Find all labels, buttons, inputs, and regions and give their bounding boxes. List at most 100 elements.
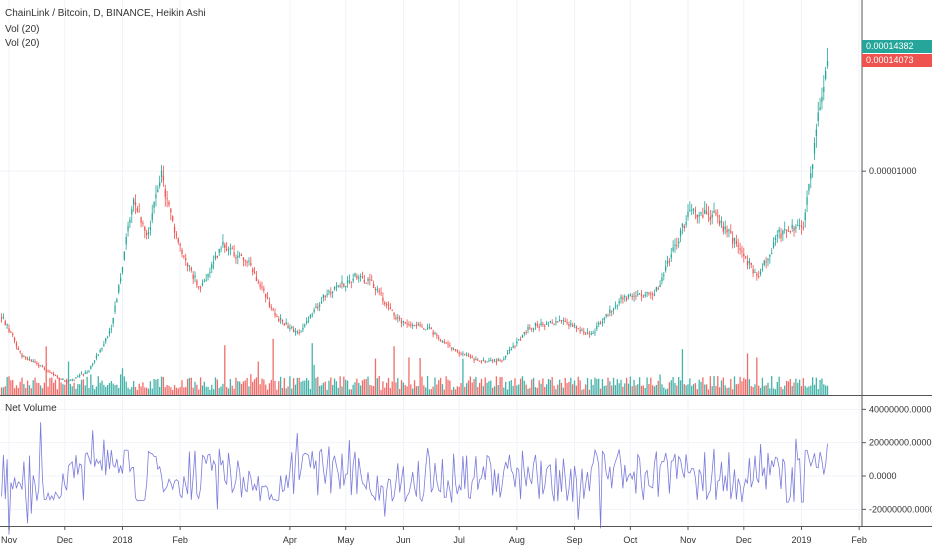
candle-body: [629, 294, 631, 296]
volume-bar: [67, 361, 70, 395]
candle-body: [159, 182, 161, 187]
volume-bar: [164, 387, 166, 395]
candle-body: [823, 87, 825, 93]
volume-bar: [138, 383, 140, 395]
candle-body: [769, 254, 771, 257]
candle-body: [361, 276, 364, 278]
volume-bar: [307, 380, 310, 395]
volume-bar: [501, 377, 503, 395]
candle-body: [722, 226, 724, 232]
candle-body: [292, 329, 295, 333]
candle-body: [633, 295, 635, 297]
volume-bar: [518, 384, 520, 395]
candle-body: [153, 202, 155, 208]
candle-body: [41, 366, 44, 368]
candle-body: [540, 322, 542, 326]
candle-body: [209, 272, 211, 274]
candle-body: [819, 107, 821, 110]
volume-bar: [423, 385, 425, 395]
candle-body: [350, 281, 352, 283]
candle-body: [248, 260, 250, 262]
volume-bar: [663, 387, 665, 395]
volume-bar: [23, 384, 25, 395]
volume-bar: [458, 386, 460, 395]
symbol-title: ChainLink / Bitcoin, D, BINANCE, Heikin …: [5, 8, 206, 19]
volume-bar: [531, 379, 533, 395]
candle-body: [514, 345, 516, 347]
candle-body: [19, 350, 21, 352]
candle-body: [778, 229, 780, 233]
volume-bar: [209, 389, 211, 395]
candle-body: [216, 256, 219, 258]
candle-body: [15, 343, 18, 347]
time-axis-label: May: [337, 535, 355, 545]
volume-bar: [707, 389, 710, 395]
volume-bar: [573, 380, 576, 395]
candle-body: [609, 309, 611, 314]
candle-body: [756, 273, 758, 276]
candle-body: [445, 342, 447, 344]
volume-bar: [503, 387, 505, 395]
candle-body: [147, 232, 150, 234]
candle-body: [218, 249, 220, 253]
candle-body: [291, 326, 293, 328]
candle-body: [60, 378, 62, 380]
volume-bar: [179, 387, 181, 395]
vol-legend-1[interactable]: Vol (20): [5, 24, 40, 35]
candle-body: [268, 302, 271, 307]
volume-bar: [756, 357, 758, 395]
volume-bar: [588, 389, 591, 395]
candle-body: [454, 349, 457, 351]
candle-body: [356, 275, 358, 279]
volume-bar: [568, 381, 570, 395]
candle-body: [397, 317, 399, 319]
candle-body: [229, 248, 232, 250]
candle-body: [34, 361, 36, 363]
candle-body: [129, 219, 131, 223]
candle-series: [0, 47, 829, 384]
candle-body: [30, 360, 32, 362]
candle-body: [298, 332, 300, 334]
time-axis-label: Jul: [453, 535, 465, 545]
volume-bar: [13, 388, 16, 395]
candle-body: [250, 262, 252, 266]
candle-body: [278, 318, 280, 322]
candle-body: [233, 252, 235, 256]
volume-bar: [484, 377, 486, 395]
volume-bar: [598, 378, 600, 395]
volume-bar: [110, 380, 112, 395]
volume-bar: [808, 386, 810, 395]
candle-body: [132, 199, 135, 205]
volume-bar: [173, 385, 176, 395]
candle-body: [475, 358, 477, 360]
candle-body: [172, 216, 174, 221]
candle-body: [717, 215, 719, 217]
candle-body: [519, 339, 522, 341]
volume-bar: [118, 387, 120, 395]
time-axis-label: Apr: [283, 535, 297, 545]
volume-bar: [105, 386, 107, 395]
candle-body: [412, 324, 414, 326]
volume-bar: [752, 386, 754, 395]
volume-bar: [495, 376, 498, 395]
volume-bar: [231, 385, 233, 395]
candle-body: [211, 264, 213, 269]
volume-bar: [58, 377, 60, 395]
volume-bar: [586, 378, 589, 395]
volume-bar: [415, 386, 418, 395]
candle-body: [0, 317, 3, 319]
candle-body: [196, 280, 198, 286]
price-axis-label: 0.00001000: [869, 166, 917, 176]
time-axis-label: Nov: [1, 535, 18, 545]
vol-legend-2[interactable]: Vol (20): [5, 38, 40, 49]
volume-bar: [281, 387, 284, 395]
volume-bar: [702, 377, 704, 395]
volume-bar: [434, 377, 436, 395]
volume-bar: [346, 380, 349, 395]
candle-body: [322, 294, 325, 299]
candle-body: [735, 240, 738, 245]
volume-bar: [66, 378, 68, 395]
candle-body: [25, 357, 27, 359]
